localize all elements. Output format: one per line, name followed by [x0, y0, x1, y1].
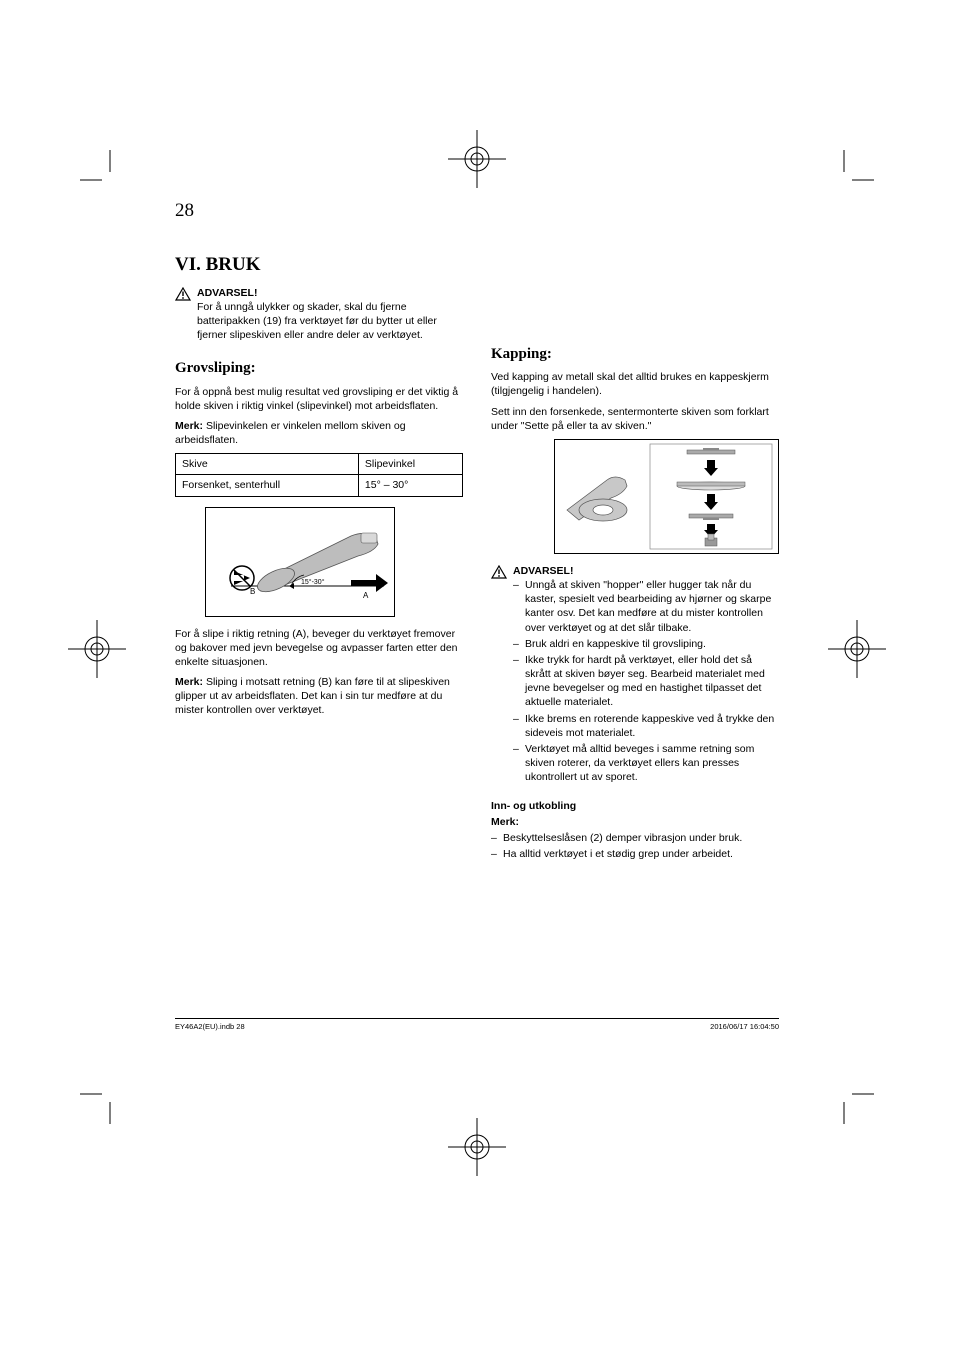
list-item: Verktøyet må alltid beveges i samme retn… [513, 742, 779, 785]
note-block: Merk: Beskyttelseslåsen (2) demper vibra… [491, 815, 779, 862]
subheading-rough: Grovsliping: [175, 358, 463, 378]
list-item: Unngå at skiven "hopper" eller hugger ta… [513, 578, 779, 635]
list-item: Ikke brems en roterende kappeskive ved å… [513, 712, 779, 740]
warning-lead: ADVARSEL! [197, 287, 257, 299]
paragraph: Ved kapping av metall skal det alltid br… [491, 370, 779, 398]
mini-heading: Inn- og utkobling [491, 799, 779, 813]
list-item: Ikke trykk for hardt på verktøyet, eller… [513, 653, 779, 710]
paragraph: Merk: Sliping i motsatt retning (B) kan … [175, 675, 463, 718]
angle-table: Skive Slipevinkel Forsenket, senterhull … [175, 453, 463, 496]
figure-grinding-angle: 15°-30° A B [205, 507, 395, 617]
list-item: Bruk aldri en kappeskive til grovsliping… [513, 637, 779, 651]
footer-right: 2016/06/17 16:04:50 [710, 1022, 779, 1031]
left-column: VI. BRUK ADVARSEL! For å unngå ulykker o… [175, 242, 463, 867]
warning-list: Unngå at skiven "hopper" eller hugger ta… [513, 578, 779, 784]
warning-lead: ADVARSEL! [513, 565, 573, 577]
paragraph: For å oppnå best mulig resultat ved grov… [175, 385, 463, 413]
paragraph: Sett inn den forsenkede, sentermonterte … [491, 405, 779, 433]
label-b: B [250, 587, 255, 596]
table-cell: Slipevinkel [358, 454, 462, 475]
list-item: Ha alltid verktøyet i et stødig grep und… [491, 847, 779, 861]
subheading-cut: Kapping: [491, 344, 779, 364]
table-cell: Forsenket, senterhull [176, 475, 359, 496]
label-a: A [363, 591, 369, 600]
paragraph: For å slipe i riktig retning (A), bevege… [175, 627, 463, 670]
angle-label: 15°-30° [301, 578, 325, 586]
figure-disc-assembly [554, 439, 779, 554]
page-number: 28 [175, 200, 779, 222]
warning-block: ADVARSEL! For å unngå ulykker og skader,… [175, 286, 463, 349]
section-heading: VI. BRUK [175, 252, 463, 278]
table-cell: 15° – 30° [358, 475, 462, 496]
footer-left: EY46A2(EU).indb 28 [175, 1022, 245, 1031]
warning-block: ADVARSEL! Unngå at skiven "hopper" eller… [491, 564, 779, 791]
footer: EY46A2(EU).indb 28 2016/06/17 16:04:50 [175, 1018, 779, 1031]
right-column: Kapping: Ved kapping av metall skal det … [491, 242, 779, 867]
list-item: Beskyttelseslåsen (2) demper vibrasjon u… [491, 831, 779, 845]
warning-text: For å unngå ulykker og skader, skal du f… [197, 300, 463, 343]
paragraph: Merk: Slipevinkelen er vinkelen mellom s… [175, 419, 463, 447]
warning-icon [175, 287, 191, 301]
table-cell: Skive [176, 454, 359, 475]
warning-icon [491, 565, 507, 579]
page-content: 28 VI. BRUK ADVARSEL! For å unngå ulykke… [175, 200, 779, 867]
